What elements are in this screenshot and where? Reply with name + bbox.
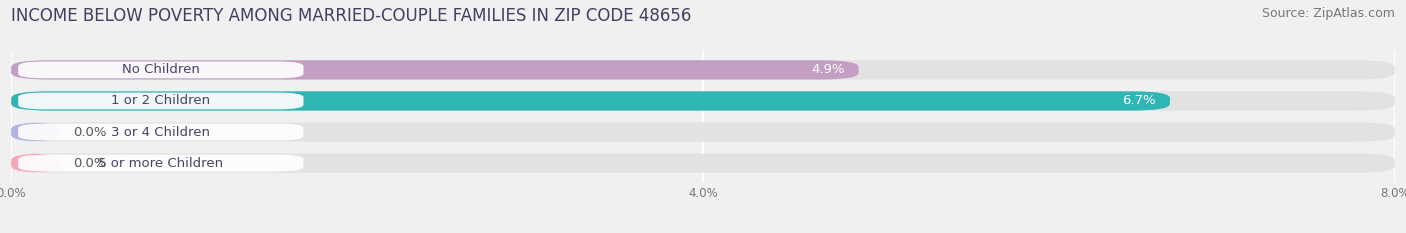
FancyBboxPatch shape xyxy=(11,154,1395,173)
Text: 0.0%: 0.0% xyxy=(73,157,107,170)
FancyBboxPatch shape xyxy=(11,60,1395,79)
Text: 3 or 4 Children: 3 or 4 Children xyxy=(111,126,211,139)
FancyBboxPatch shape xyxy=(18,62,304,78)
Text: 5 or more Children: 5 or more Children xyxy=(98,157,224,170)
FancyBboxPatch shape xyxy=(11,91,1395,111)
FancyBboxPatch shape xyxy=(11,154,59,173)
FancyBboxPatch shape xyxy=(18,93,304,109)
FancyBboxPatch shape xyxy=(11,60,859,79)
Text: No Children: No Children xyxy=(122,63,200,76)
Text: 0.0%: 0.0% xyxy=(73,126,107,139)
Text: 6.7%: 6.7% xyxy=(1122,94,1156,107)
Text: 1 or 2 Children: 1 or 2 Children xyxy=(111,94,211,107)
Text: Source: ZipAtlas.com: Source: ZipAtlas.com xyxy=(1261,7,1395,20)
Text: 4.9%: 4.9% xyxy=(811,63,845,76)
FancyBboxPatch shape xyxy=(11,91,1170,111)
FancyBboxPatch shape xyxy=(18,124,304,140)
FancyBboxPatch shape xyxy=(11,122,59,142)
FancyBboxPatch shape xyxy=(11,122,1395,142)
Text: INCOME BELOW POVERTY AMONG MARRIED-COUPLE FAMILIES IN ZIP CODE 48656: INCOME BELOW POVERTY AMONG MARRIED-COUPL… xyxy=(11,7,692,25)
FancyBboxPatch shape xyxy=(18,155,304,171)
